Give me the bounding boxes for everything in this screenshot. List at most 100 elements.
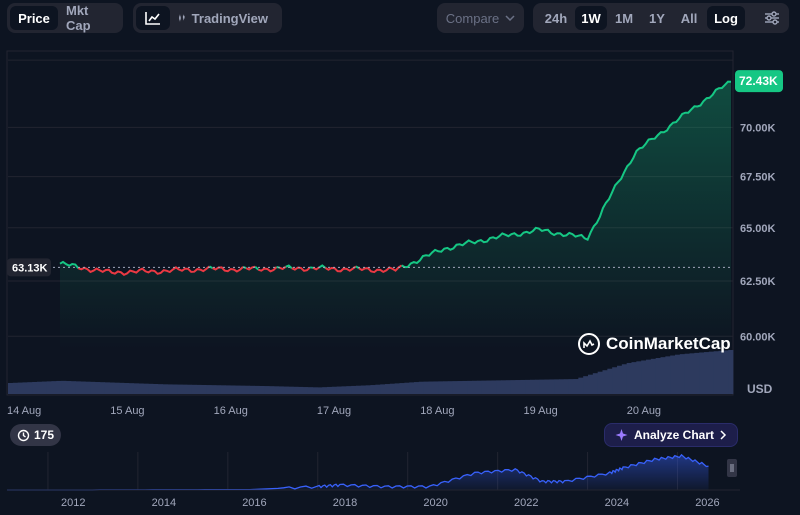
range-1y[interactable]: 1Y bbox=[649, 10, 665, 26]
navigator-year-label: 2018 bbox=[333, 497, 357, 509]
x-tick-label: 14 Aug bbox=[7, 405, 41, 417]
volume-bar bbox=[235, 385, 241, 394]
volume-bars bbox=[8, 350, 734, 394]
range-24h[interactable]: 24h bbox=[544, 10, 568, 26]
volume-bar bbox=[356, 385, 362, 394]
volume-bar bbox=[99, 382, 106, 394]
volume-bar bbox=[447, 381, 454, 394]
volume-bar bbox=[496, 380, 502, 394]
chart-settings-button[interactable] bbox=[758, 6, 786, 30]
volume-bar bbox=[370, 385, 376, 394]
price-line-down bbox=[257, 266, 278, 273]
volume-bar bbox=[240, 385, 246, 394]
volume-bar bbox=[75, 381, 81, 394]
volume-bar bbox=[259, 385, 265, 394]
chevron-right-icon bbox=[720, 430, 727, 440]
volume-bar bbox=[322, 387, 328, 394]
mktcap-tab[interactable]: Mkt Cap bbox=[66, 3, 91, 33]
volume-bar bbox=[167, 384, 173, 394]
volume-bar bbox=[399, 383, 405, 394]
volume-bar bbox=[443, 381, 449, 394]
price-line-up bbox=[285, 264, 293, 269]
navigator-year-label: 2024 bbox=[605, 497, 629, 509]
volume-bar bbox=[12, 382, 19, 394]
volume-bar bbox=[157, 384, 164, 394]
volume-bar bbox=[675, 354, 681, 394]
volume-bar bbox=[148, 383, 154, 394]
range-1w[interactable]: 1W bbox=[575, 6, 607, 30]
volume-bar bbox=[486, 380, 492, 394]
navigator-year-label: 2016 bbox=[242, 497, 266, 509]
chart-type-toggle: TradingView bbox=[133, 3, 282, 33]
volume-bar bbox=[230, 385, 236, 394]
price-line-down bbox=[291, 266, 311, 272]
volume-bar bbox=[177, 384, 183, 394]
x-tick-label: 16 Aug bbox=[214, 405, 248, 417]
x-tick-label: 18 Aug bbox=[420, 405, 454, 417]
volume-bar bbox=[269, 386, 275, 394]
price-tab[interactable]: Price bbox=[10, 6, 58, 30]
volume-bar bbox=[249, 385, 255, 394]
volume-bar bbox=[375, 384, 381, 394]
range-navigator[interactable]: 2012 2014 2016 2018 2020 2022 2024 2026 bbox=[7, 452, 740, 509]
volume-bar bbox=[602, 370, 608, 394]
volume-bar bbox=[476, 380, 483, 394]
navigator-year-label: 2026 bbox=[695, 497, 719, 509]
volume-bar bbox=[530, 379, 536, 394]
volume-bar bbox=[423, 381, 429, 394]
volume-bar bbox=[273, 386, 280, 394]
volume-bar bbox=[588, 374, 594, 394]
volume-bar bbox=[409, 382, 415, 394]
range-all[interactable]: All bbox=[680, 10, 698, 26]
volume-bar bbox=[327, 386, 333, 394]
volume-bar bbox=[196, 384, 202, 394]
volume-bar bbox=[365, 385, 371, 394]
volume-bar bbox=[80, 381, 86, 394]
volume-bar bbox=[583, 376, 589, 394]
volume-bar bbox=[684, 353, 690, 394]
price-line-down bbox=[77, 265, 211, 276]
volume-bar bbox=[462, 380, 468, 394]
volume-bar bbox=[559, 379, 565, 394]
line-chart-button[interactable] bbox=[136, 6, 170, 30]
volume-bar bbox=[525, 379, 531, 394]
volume-bar bbox=[515, 380, 521, 394]
price-line-up bbox=[355, 265, 360, 270]
volume-bar bbox=[694, 352, 700, 394]
volume-bar bbox=[501, 380, 507, 394]
price-mktcap-toggle: Price Mkt Cap bbox=[7, 3, 123, 33]
volume-bar bbox=[665, 356, 671, 394]
navigator-year-label: 2020 bbox=[423, 497, 447, 509]
volume-bar bbox=[549, 379, 555, 394]
volume-bar bbox=[389, 383, 396, 394]
volume-bar bbox=[578, 377, 584, 394]
volume-bar bbox=[679, 354, 686, 394]
volume-bar bbox=[56, 380, 62, 394]
volume-bar bbox=[172, 384, 178, 394]
volume-bar bbox=[341, 386, 347, 394]
volume-bar bbox=[225, 385, 231, 394]
volume-bar bbox=[85, 381, 91, 394]
volume-bar bbox=[621, 364, 628, 394]
analyze-chart-button[interactable]: Analyze Chart bbox=[604, 423, 739, 447]
coinmarketcap-watermark: CoinMarketCap bbox=[578, 333, 731, 355]
tradingview-button[interactable]: TradingView bbox=[170, 6, 276, 30]
volume-bar bbox=[27, 382, 33, 394]
log-scale-toggle[interactable]: Log bbox=[707, 6, 745, 30]
compare-dropdown[interactable]: Compare bbox=[437, 3, 524, 33]
volume-bar bbox=[220, 385, 226, 394]
volume-bar bbox=[95, 382, 101, 394]
volume-bar bbox=[41, 381, 48, 394]
volume-bar bbox=[385, 384, 391, 394]
volume-bar bbox=[626, 362, 632, 394]
history-badge[interactable]: 175 bbox=[10, 424, 62, 446]
volume-bar bbox=[254, 385, 260, 394]
price-line-down bbox=[324, 265, 357, 273]
volume-bar bbox=[61, 380, 67, 394]
candlestick-icon bbox=[179, 14, 185, 22]
volume-bar bbox=[568, 379, 574, 394]
volume-bar bbox=[128, 383, 135, 394]
volume-bar bbox=[544, 379, 550, 394]
price-chart[interactable]: 63.13K 72.43K 70.00K 67.50K 65.00K 62.50K 60.… bbox=[0, 40, 800, 515]
range-1m[interactable]: 1M bbox=[614, 10, 634, 26]
